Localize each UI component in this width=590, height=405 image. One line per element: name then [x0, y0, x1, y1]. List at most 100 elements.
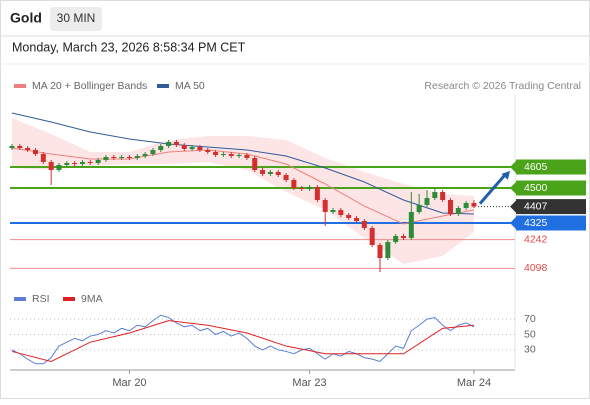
x-tick-label: Mar 23 [292, 377, 326, 389]
candle-body [40, 154, 46, 162]
candle-body [142, 154, 148, 156]
legend-label: 9MA [81, 293, 103, 305]
legend-label: RSI [32, 293, 50, 305]
candle-body [173, 142, 179, 145]
candle-body [9, 146, 15, 148]
candle-body [314, 187, 320, 200]
candle-body [25, 148, 31, 150]
moving-average [11, 112, 474, 215]
x-tick-label: Mar 20 [112, 377, 146, 389]
candle-body [72, 163, 78, 164]
forecast-arrowhead [501, 171, 510, 180]
candle-body [346, 215, 352, 218]
legend-label: MA 20 + Bollinger Bands [32, 80, 147, 92]
legend-label: MA 50 [175, 80, 205, 92]
candle-body [447, 200, 453, 214]
candle-body [354, 218, 360, 221]
rsi-line [11, 320, 475, 362]
level-label: 4242 [524, 233, 548, 245]
level-label-pointer [510, 217, 516, 229]
candle-body [64, 163, 70, 165]
candle-body [393, 236, 399, 242]
candle-body [401, 236, 406, 238]
level-label: 4407 [524, 200, 548, 212]
legend-swatch [63, 297, 75, 301]
candle-body [338, 210, 344, 215]
level-label: 4500 [524, 182, 548, 194]
legend-swatch [14, 84, 26, 88]
candle-body [432, 192, 438, 198]
interval-pill[interactable] [50, 7, 102, 31]
candle-body [205, 150, 211, 152]
candle-body [181, 145, 187, 149]
candle-body [377, 245, 383, 258]
candle-body [416, 205, 422, 212]
candle-body [463, 203, 469, 208]
candle-body [158, 146, 164, 150]
candle-body [385, 242, 391, 258]
candle-body [424, 198, 430, 205]
candle-body [260, 170, 266, 174]
candle-body [322, 200, 328, 212]
level-label-pointer [510, 161, 516, 173]
candle-body [471, 203, 477, 207]
level-label-pointer [510, 182, 516, 194]
level-label: 4098 [524, 262, 548, 274]
candle-body [79, 162, 85, 164]
candle-body [17, 146, 23, 148]
candle-body [150, 150, 156, 154]
interval[interactable]: 30 MIN [57, 11, 96, 25]
level-label-pointer [510, 200, 516, 213]
candle-body [48, 162, 54, 170]
rsi-line [11, 314, 475, 365]
candle-body [267, 172, 273, 174]
candle-body [369, 228, 375, 245]
candle-body [455, 208, 461, 214]
candle-body [119, 157, 125, 158]
title: Gold [10, 10, 42, 26]
candle-body [361, 221, 367, 228]
candle-body [134, 156, 140, 158]
bollinger-band [12, 118, 474, 264]
rsi-tick-label: 50 [524, 328, 536, 340]
candle-body [236, 155, 242, 156]
candle-body [228, 154, 234, 156]
candle-body [189, 147, 195, 149]
level-label: 4325 [524, 217, 548, 229]
candle-body [283, 175, 289, 180]
candle-body [32, 150, 38, 154]
candle-body [126, 157, 132, 158]
level-label: 4605 [524, 161, 548, 173]
candle-body [220, 154, 226, 155]
candle-body [244, 155, 250, 158]
candle-body [95, 160, 101, 163]
candle-body [111, 157, 117, 158]
candle-body [299, 188, 305, 189]
legend-swatch [14, 297, 26, 301]
candle-body [56, 165, 62, 170]
level-label-box [516, 215, 586, 231]
candle-body [275, 172, 281, 175]
level-label-box [516, 199, 586, 215]
candle-body [307, 187, 313, 189]
forecast-arrow [478, 175, 506, 205]
candle-body [166, 142, 172, 146]
candle-body [103, 157, 109, 160]
x-tick-label: Mar 24 [457, 377, 491, 389]
candle-body [291, 180, 297, 188]
datetime: Monday, March 23, 2026 8:58:34 PM CET [12, 40, 246, 54]
candle-body [252, 158, 258, 170]
candle-body [87, 162, 93, 163]
rsi-tick-label: 30 [524, 344, 536, 356]
level-label-box [516, 159, 586, 175]
rsi-tick-label: 70 [524, 313, 536, 325]
candle-body [440, 192, 446, 200]
candle-body [197, 147, 203, 150]
candle-body [408, 212, 414, 238]
candle-body [213, 152, 219, 155]
credit: Research © 2026 Trading Central [424, 80, 581, 92]
legend-swatch [157, 84, 169, 88]
candle-body [330, 210, 336, 212]
